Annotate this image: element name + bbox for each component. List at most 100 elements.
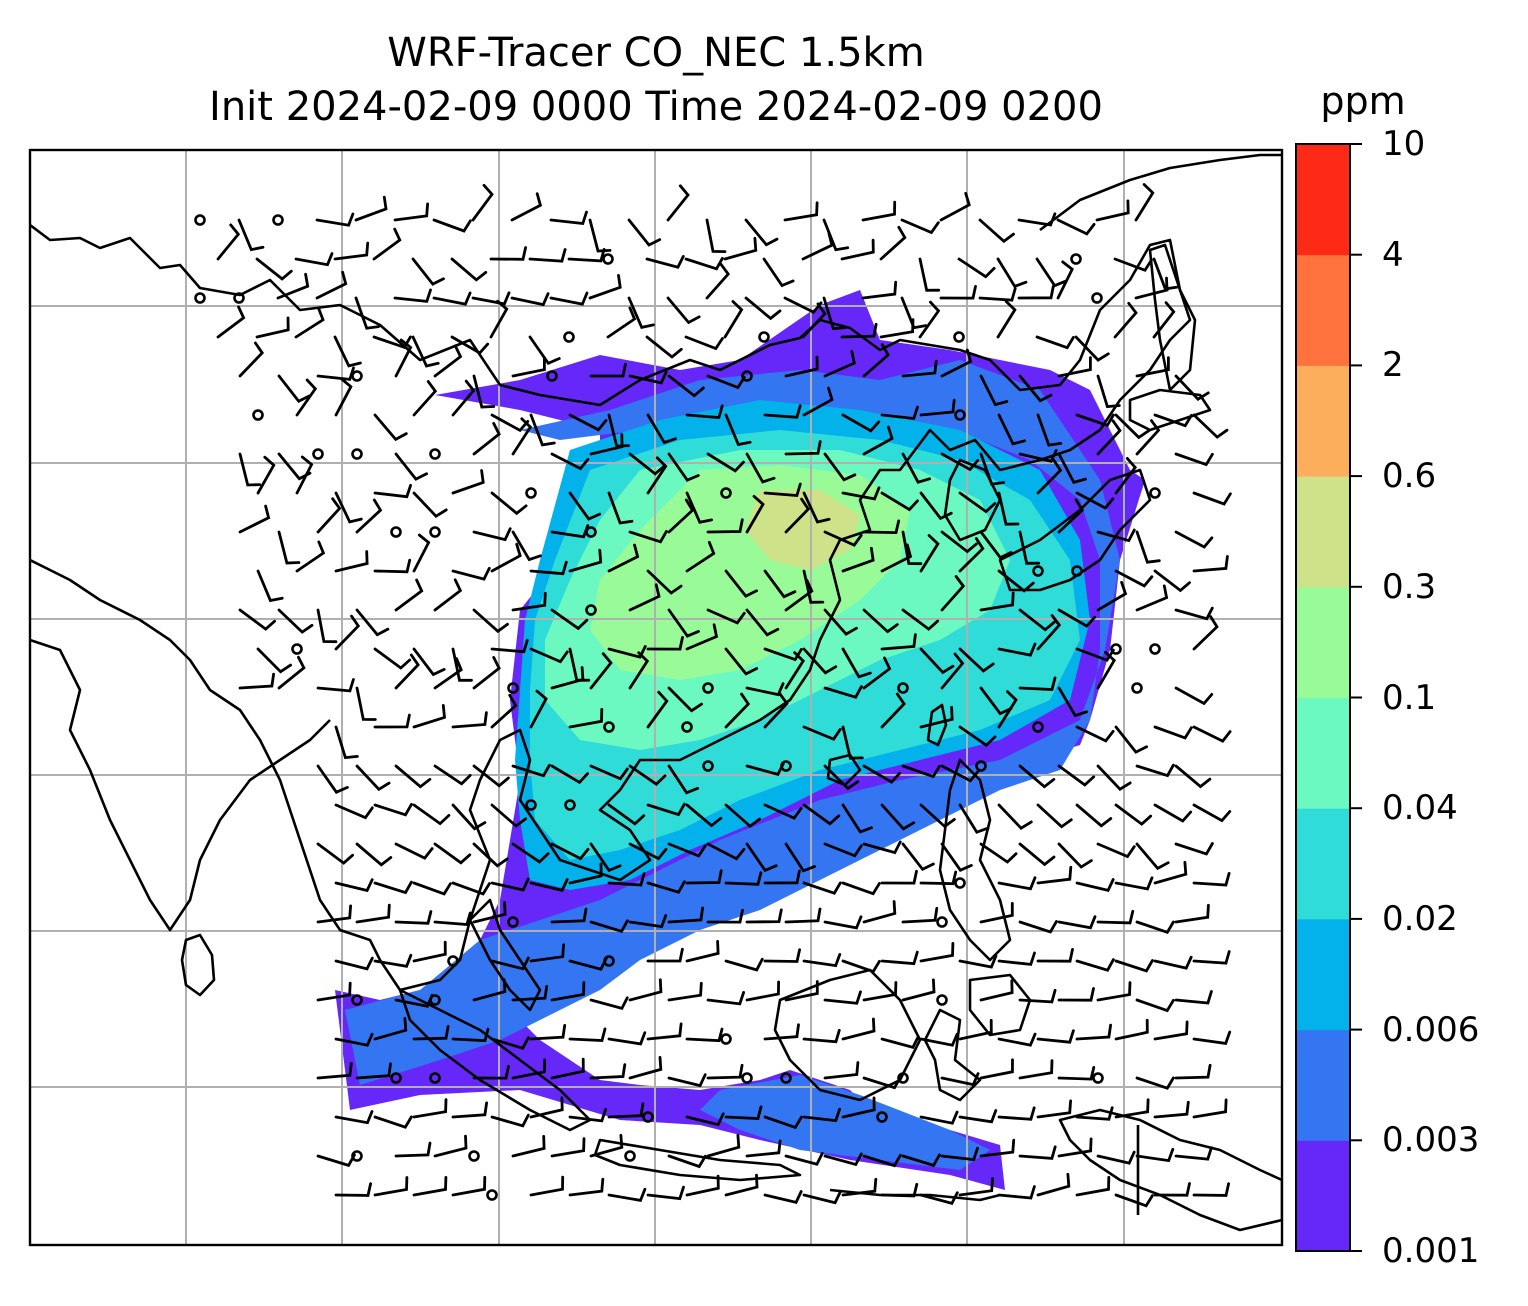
colorbar-segment xyxy=(1296,365,1350,477)
wind-barb xyxy=(685,540,716,573)
wind-barb xyxy=(763,569,797,599)
wind-barb xyxy=(451,1101,488,1119)
wind-barb xyxy=(763,803,803,820)
wind-barb xyxy=(918,300,941,339)
wind-barb xyxy=(334,878,374,893)
coastline-sumatra xyxy=(398,988,592,1132)
wind-barb xyxy=(451,469,485,495)
map-title-line2: Init 2024-02-09 0000 Time 2024-02-09 020… xyxy=(209,84,1103,130)
colorbar-tick-label: 0.003 xyxy=(1382,1120,1480,1161)
wind-barb xyxy=(511,985,549,1002)
wind-barb xyxy=(784,651,805,690)
wind-barb xyxy=(1036,865,1073,885)
wind-barb xyxy=(412,1025,450,1041)
wind-barb xyxy=(238,341,264,378)
wind-barb xyxy=(706,908,744,924)
wind-barb xyxy=(511,842,550,864)
colorbar-segment xyxy=(1296,918,1350,1031)
wind-barb xyxy=(1192,950,1231,965)
wind-barb xyxy=(841,1017,876,1041)
wind-barb xyxy=(1153,725,1193,740)
wind-barb xyxy=(472,764,510,788)
colorbar-tick-label: 0.6 xyxy=(1382,456,1437,497)
wind-barb xyxy=(450,257,488,282)
wind-barb xyxy=(589,764,629,781)
wind-barb xyxy=(823,990,862,1005)
wind-barb xyxy=(997,569,1035,593)
wind-barb xyxy=(802,1028,841,1044)
wind-barb xyxy=(1174,686,1214,706)
wind-barb xyxy=(940,1146,979,1162)
wind-barb xyxy=(919,1191,959,1206)
wind-barb xyxy=(334,377,353,417)
wind-barb xyxy=(1174,452,1214,467)
wind-barb xyxy=(1018,449,1058,463)
colorbar-ticks xyxy=(1350,143,1362,1252)
wind-barb xyxy=(1057,686,1088,718)
wind-barb xyxy=(412,1176,448,1197)
wind-barb xyxy=(723,236,758,261)
wind-barb xyxy=(1096,528,1136,543)
wind-barb xyxy=(589,433,624,456)
wind-barb xyxy=(589,362,627,378)
colorbar xyxy=(1296,144,1350,1252)
wind-barb xyxy=(841,959,881,974)
wind-barb xyxy=(1018,842,1056,867)
wind-barb xyxy=(1174,842,1214,856)
wind-barb xyxy=(472,527,512,542)
wind-barb xyxy=(433,1134,468,1158)
wind-barb xyxy=(823,452,857,482)
wind-barb xyxy=(607,803,646,826)
wind-barb xyxy=(334,1110,374,1125)
wind-barb xyxy=(901,1153,941,1168)
wind-barb xyxy=(628,530,668,544)
wind-barb xyxy=(685,623,719,651)
calm-wind-circle xyxy=(351,1150,363,1162)
wind-barb xyxy=(607,872,646,887)
colorbar-tick-label: 2 xyxy=(1382,345,1404,386)
wind-barb xyxy=(1018,1059,1054,1080)
wind-barb xyxy=(333,335,362,368)
wind-barb xyxy=(997,642,1037,657)
wind-barb xyxy=(216,223,241,261)
wind-barb xyxy=(412,380,438,417)
wind-barb xyxy=(316,904,352,924)
wind-barb xyxy=(919,398,956,417)
wind-barb xyxy=(745,842,778,873)
wind-barb xyxy=(511,356,546,378)
wind-barb xyxy=(1057,987,1095,1002)
wind-barb xyxy=(294,307,325,339)
wind-barb xyxy=(841,881,881,896)
wind-barb xyxy=(802,953,842,968)
calm-wind-circle xyxy=(720,487,732,499)
wind-barb xyxy=(1096,1150,1136,1165)
coastline-mainland-asia xyxy=(30,223,1192,992)
wind-barb xyxy=(705,263,730,300)
wind-barb xyxy=(529,689,548,729)
coastline-peninsula-malaysia xyxy=(468,898,542,1012)
calm-wind-circle xyxy=(546,370,558,382)
wind-barb xyxy=(940,652,965,690)
colorbar-segment xyxy=(1296,144,1350,256)
wind-barb xyxy=(802,1107,841,1123)
wind-barb xyxy=(316,981,352,1002)
calm-wind-circle xyxy=(447,955,459,967)
wind-barb xyxy=(841,725,864,760)
wind-barb xyxy=(841,647,872,679)
wind-barb xyxy=(862,519,901,535)
wind-barb xyxy=(433,578,463,612)
wind-barb xyxy=(1036,1029,1075,1044)
wind-barb xyxy=(1114,569,1154,588)
wind-barb xyxy=(684,335,724,351)
wind-barb xyxy=(840,322,878,339)
coastline-kamchatka-side xyxy=(1039,153,1282,232)
wind-barb xyxy=(862,981,898,1002)
wind-barb xyxy=(451,711,488,729)
calm-wind-circle xyxy=(525,799,537,811)
calm-wind-circle xyxy=(602,253,614,265)
wind-barb xyxy=(802,491,831,524)
colorbar-segment xyxy=(1296,254,1350,366)
wind-barb xyxy=(724,413,752,447)
wind-barb xyxy=(919,1032,959,1047)
wind-barb xyxy=(979,842,1018,864)
